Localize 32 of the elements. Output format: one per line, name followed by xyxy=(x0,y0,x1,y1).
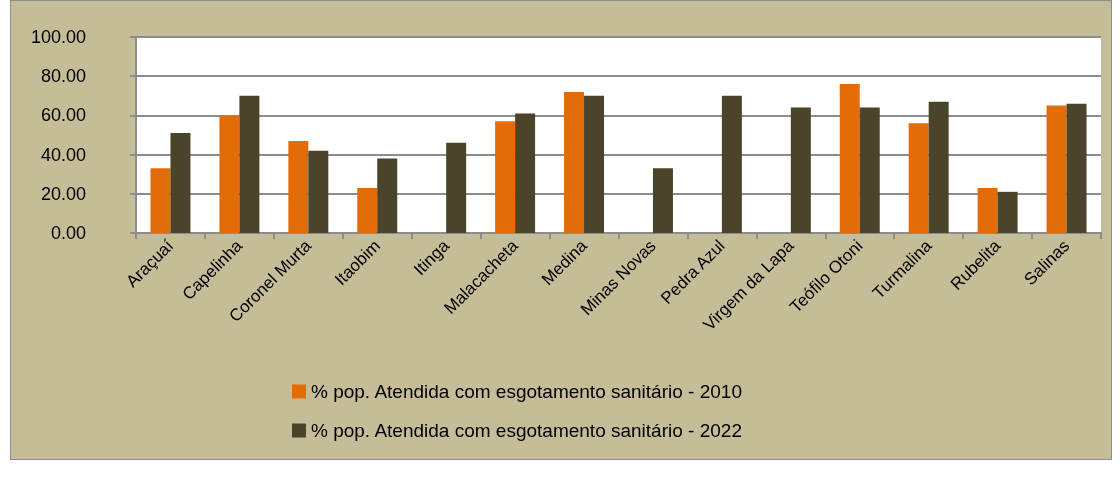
y-tick-label: 20.00 xyxy=(40,183,86,204)
bar xyxy=(564,91,585,233)
bar xyxy=(446,142,467,233)
y-tick-label: 80.00 xyxy=(40,66,86,87)
bar xyxy=(170,133,191,233)
bar xyxy=(997,191,1018,233)
bar xyxy=(1046,105,1067,233)
bar xyxy=(495,121,516,233)
bar xyxy=(652,168,673,233)
bar xyxy=(908,123,929,233)
legend-label: % pop. Atendida com esgotamento sanitário - 2010 xyxy=(311,381,742,402)
bar xyxy=(377,158,398,233)
bar xyxy=(357,187,378,233)
y-tick-label: 0.00 xyxy=(50,223,86,243)
bar xyxy=(790,107,811,233)
bar xyxy=(584,95,605,233)
legend-label: % pop. Atendida com esgotamento sanitário - 2022 xyxy=(311,420,742,441)
y-tick-label: 60.00 xyxy=(40,105,86,126)
bar xyxy=(928,101,949,233)
bar xyxy=(721,95,742,233)
bar xyxy=(219,115,240,233)
bar xyxy=(288,140,309,233)
bar xyxy=(515,113,536,233)
y-tick-label: 40.00 xyxy=(40,144,86,165)
bar xyxy=(839,84,860,233)
bar xyxy=(308,150,329,233)
bar xyxy=(1066,103,1087,233)
bar xyxy=(859,107,880,233)
bar xyxy=(150,168,171,233)
bar xyxy=(977,187,998,233)
bar xyxy=(239,95,260,233)
y-tick-label: 100.00 xyxy=(30,27,86,47)
